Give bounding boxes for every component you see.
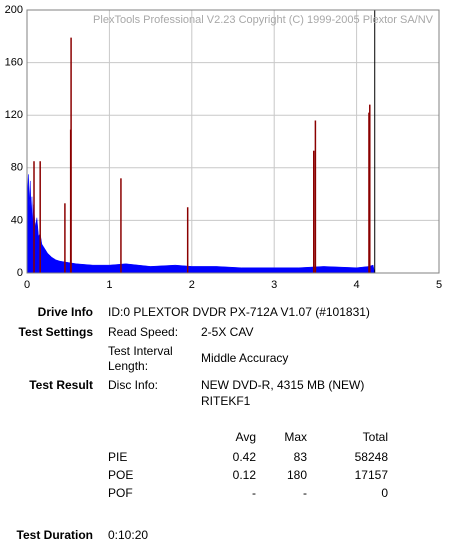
result-table: Avg Max Total PIE 0.42 83 58248 POE 0.12 180 17157…	[108, 430, 388, 500]
value: 0:10:20	[108, 528, 148, 542]
column-header: Max	[284, 430, 307, 444]
y-tick-label: 160	[5, 57, 23, 69]
value: Middle Accuracy	[201, 351, 288, 365]
value: NEW DVD-R, 4315 MB (NEW)	[201, 378, 364, 392]
cell: 0	[381, 486, 388, 500]
label: Test Duration	[17, 528, 93, 542]
label: Test Result	[29, 378, 93, 392]
row-label: PIE	[108, 450, 127, 464]
x-tick-label: 4	[354, 279, 360, 291]
info: Drive Info ID:0 PLEXTOR DVDR PX-712A V1.…	[17, 305, 370, 542]
cell: 17157	[355, 468, 389, 482]
x-tick-label: 3	[271, 279, 277, 291]
row-label: POF	[108, 486, 133, 500]
label: Test Interval	[108, 344, 173, 358]
cell: 58248	[355, 450, 389, 464]
label: Test Settings	[19, 325, 94, 339]
area	[26, 167, 376, 274]
y-tick-label: 0	[17, 267, 23, 279]
y-tick-label: 80	[11, 162, 23, 174]
value: 2-5X CAV	[201, 325, 253, 339]
y-tick-label: 120	[5, 109, 23, 121]
label: Disc Info:	[108, 378, 158, 392]
x-tick-label: 1	[106, 279, 112, 291]
row-label: POE	[108, 468, 133, 482]
value: RITEKF1	[201, 394, 251, 408]
label: Drive Info	[38, 305, 93, 319]
column-header: Total	[363, 430, 388, 444]
cell: 180	[287, 468, 307, 482]
cell: 83	[294, 450, 308, 464]
y-tick-label: 200	[5, 4, 23, 16]
x-tick-label: 2	[189, 279, 195, 291]
x-tick-label: 0	[24, 279, 30, 291]
chart-title: PlexTools Professional V2.23 Copyright (…	[93, 14, 434, 26]
value: ID:0 PLEXTOR DVDR PX-712A V1.07 (#101831…	[108, 305, 370, 319]
cell: -	[252, 486, 256, 500]
y-tick-label: 40	[11, 214, 23, 226]
plot: 0 40 80 120 160 200 0 1 2 3 4 5 PlexTools Profession…	[5, 4, 442, 291]
cell: 0.12	[233, 468, 257, 482]
label: Length:	[108, 359, 148, 373]
plot-frame	[26, 9, 440, 274]
column-header: Avg	[236, 430, 256, 444]
cell: 0.42	[233, 450, 257, 464]
cell: -	[303, 486, 307, 500]
x-tick-label: 5	[436, 279, 442, 291]
label: Read Speed:	[108, 325, 178, 339]
plot-area	[27, 10, 439, 273]
